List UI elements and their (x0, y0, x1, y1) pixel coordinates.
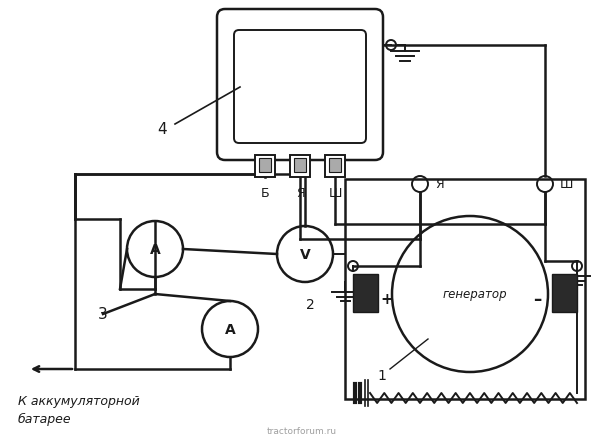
Bar (345, 180, 585, 399)
Bar (552, 274, 577, 312)
Text: A: A (225, 322, 236, 336)
Text: Ш: Ш (560, 178, 573, 191)
Text: 2: 2 (306, 297, 314, 311)
Text: V: V (300, 247, 310, 261)
Text: +: + (381, 292, 393, 307)
Bar (329, 159, 341, 173)
Bar (290, 155, 310, 177)
Text: 3: 3 (98, 307, 108, 322)
Text: Б: Б (261, 187, 269, 200)
Text: tractorforum.ru: tractorforum.ru (267, 427, 337, 435)
Text: батарее: батарее (18, 412, 72, 425)
Text: Ш: Ш (329, 187, 342, 200)
Text: 1: 1 (378, 368, 387, 382)
Bar (294, 159, 306, 173)
Text: A: A (150, 243, 161, 256)
Bar (255, 155, 275, 177)
Text: Я: Я (296, 187, 304, 200)
Text: К аккумуляторной: К аккумуляторной (18, 394, 140, 407)
FancyBboxPatch shape (217, 10, 383, 161)
Bar (259, 159, 271, 173)
Text: генератор: генератор (443, 288, 507, 301)
FancyBboxPatch shape (234, 31, 366, 144)
Text: 4: 4 (157, 122, 167, 137)
Bar (325, 155, 345, 177)
Text: Я: Я (435, 178, 443, 191)
Bar (353, 274, 378, 312)
Text: –: – (533, 290, 541, 308)
